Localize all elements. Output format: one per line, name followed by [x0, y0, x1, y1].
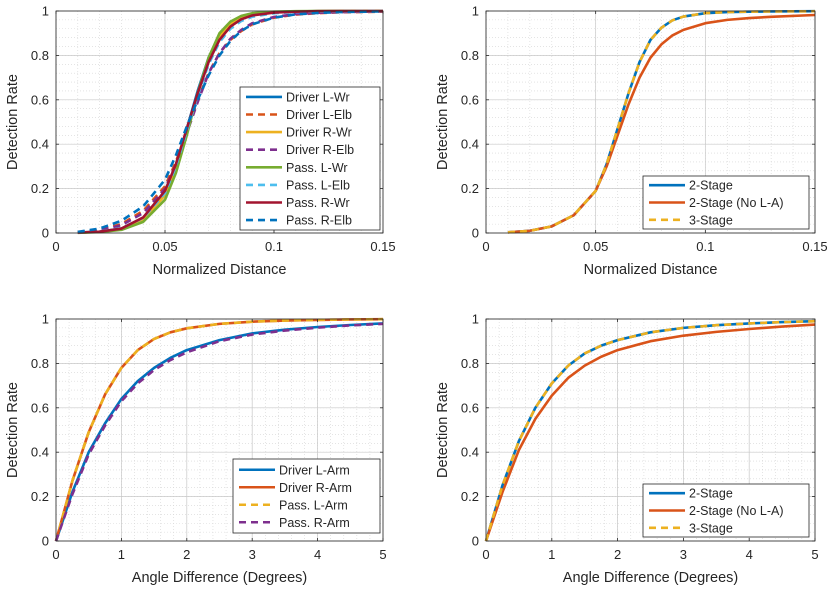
panel-top-left: 0 0.05 0.1 0.15 0 0.2 0.4 0.6 0.8 1 Normalized Dis…	[5, 4, 396, 279]
x-tick-label: 2	[614, 547, 621, 562]
y-axis-label: Detection Rate	[5, 74, 21, 170]
legend-label: 2-Stage	[689, 487, 733, 501]
y-tick-label: 1	[42, 312, 49, 327]
series-line-pass-r-arm	[54, 322, 384, 542]
series-line-3-stage	[484, 319, 816, 542]
y-tick-label: 0.4	[461, 137, 479, 152]
x-tick-label: 1	[548, 547, 555, 562]
series-group	[54, 317, 384, 542]
legend-label: 3-Stage	[689, 521, 733, 535]
legend: 2-Stage 2-Stage (No L-A) 3-Stage	[642, 175, 810, 230]
y-tick-label: 0.8	[461, 356, 479, 371]
series-line-pass-r-elb	[77, 10, 384, 234]
x-tick-label: 4	[746, 547, 753, 562]
y-tick-label: 1	[472, 312, 479, 327]
series-line-2-stage-no-l-a-	[484, 323, 816, 542]
y-tick-label: 0.6	[31, 92, 49, 107]
x-tick-label: 0	[482, 547, 489, 562]
x-tick-label: 5	[811, 547, 818, 562]
legend-label: 2-Stage (No L-A)	[689, 196, 783, 210]
x-tick-label: 4	[314, 547, 321, 562]
y-tick-label: 0.4	[31, 137, 49, 152]
legend-label: 2-Stage	[689, 179, 733, 193]
legend-label: Pass. L-Wr	[286, 161, 348, 175]
x-tick-label: 0	[52, 239, 59, 254]
series-line-pass-r-wr	[77, 9, 383, 234]
legend: 2-Stage 2-Stage (No L-A) 3-Stage	[642, 483, 810, 538]
x-axis-label: Angle Difference (Degrees)	[563, 570, 738, 586]
x-tick-label: 0.15	[370, 239, 395, 254]
panel-bottom-left: 0 1 2 3 4 5 0 0.2 0.4 0.6 0.8 1 Angle Difference (De…	[5, 312, 387, 587]
x-tick-label: 5	[379, 547, 386, 562]
y-tick-label: 0.6	[461, 400, 479, 415]
x-axis-label: Normalized Distance	[584, 262, 718, 278]
y-axis-label: Detection Rate	[435, 382, 451, 478]
series-group	[507, 9, 816, 234]
x-tick-label: 0.05	[152, 239, 177, 254]
x-tick-label: 0.1	[265, 239, 283, 254]
legend-label: Driver L-Elb	[286, 108, 352, 122]
legend-label: Driver R-Wr	[286, 126, 352, 140]
legend-label: Driver R-Elb	[286, 143, 354, 157]
axes-box	[55, 10, 384, 234]
x-tick-label: 0.15	[802, 239, 827, 254]
axes-box	[485, 10, 816, 234]
legend-label: Driver R-Arm	[279, 481, 352, 495]
legend-label: Pass. R-Arm	[279, 516, 350, 530]
y-tick-label: 0.4	[31, 445, 49, 460]
y-tick-label: 1	[472, 4, 479, 19]
x-tick-label: 1	[118, 547, 125, 562]
y-tick-label: 0.2	[31, 181, 49, 196]
series-line-driver-r-elb	[77, 10, 384, 234]
y-tick-label: 0.8	[461, 48, 479, 63]
y-tick-label: 0.4	[461, 445, 479, 460]
axes-box	[55, 318, 384, 542]
y-tick-label: 0.8	[31, 48, 49, 63]
series-line-3-stage	[507, 9, 816, 234]
y-tick-label: 0	[472, 226, 479, 241]
x-tick-label: 3	[680, 547, 687, 562]
x-tick-label: 0.1	[696, 239, 714, 254]
axes-box	[485, 318, 816, 542]
series-group	[484, 319, 816, 542]
y-axis-label: Detection Rate	[5, 382, 21, 478]
legend-label: Driver L-Wr	[286, 90, 350, 104]
panel-bottom-right: 0 1 2 3 4 5 0 0.2 0.4 0.6 0.8 1 Angle Difference (De…	[435, 312, 819, 587]
legend-box	[239, 86, 381, 231]
legend: Driver L-Wr Driver L-Elb Driver R-Wr Driver…	[239, 86, 381, 231]
y-tick-label: 0.6	[31, 400, 49, 415]
x-tick-label: 0.05	[583, 239, 608, 254]
panel-top-right: 0 0.05 0.1 0.15 0 0.2 0.4 0.6 0.8 1 Normalized Dis…	[435, 4, 828, 279]
x-axis-label: Angle Difference (Degrees)	[132, 570, 307, 586]
legend-label: Pass. L-Elb	[286, 178, 350, 192]
legend-box	[232, 458, 381, 534]
y-tick-label: 0.2	[461, 181, 479, 196]
x-tick-label: 0	[52, 547, 59, 562]
legend-label: 3-Stage	[689, 213, 733, 227]
x-tick-label: 3	[249, 547, 256, 562]
series-line-pass-l-arm	[54, 317, 384, 542]
legend-label: Driver L-Arm	[279, 463, 350, 477]
legend-label: Pass. R-Elb	[286, 214, 352, 228]
legend: Driver L-Arm Driver R-Arm Pass. L-Arm Pass.…	[232, 458, 381, 534]
y-tick-label: 1	[42, 4, 49, 19]
legend-label: Pass. L-Arm	[279, 498, 348, 512]
y-tick-label: 0.6	[461, 92, 479, 107]
legend-label: Pass. R-Wr	[286, 196, 350, 210]
x-tick-label: 0	[482, 239, 489, 254]
series-group	[77, 9, 384, 235]
y-tick-label: 0	[42, 534, 49, 549]
legend-label: 2-Stage (No L-A)	[689, 504, 783, 518]
y-tick-label: 0	[472, 534, 479, 549]
y-tick-label: 0.2	[31, 489, 49, 504]
x-axis-label: Normalized Distance	[153, 262, 287, 278]
y-tick-label: 0	[42, 226, 49, 241]
y-tick-label: 0.8	[31, 356, 49, 371]
y-tick-label: 0.2	[461, 489, 479, 504]
y-axis-label: Detection Rate	[435, 74, 451, 170]
x-tick-label: 2	[183, 547, 190, 562]
